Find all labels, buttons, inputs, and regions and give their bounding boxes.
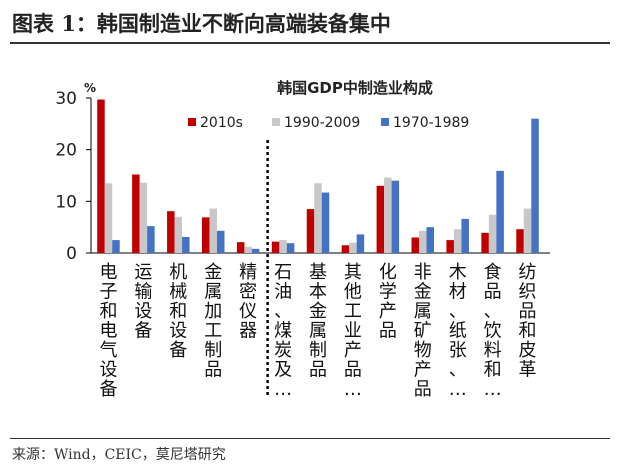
legend-swatch-2	[381, 118, 389, 126]
x-tick-label-8: 化学产品	[379, 262, 397, 342]
bar-0-11	[481, 232, 489, 253]
bar-1-1	[139, 182, 148, 253]
x-tick-label-2: 机械和设备	[169, 262, 187, 361]
bar-chart: 韩国GDP中制造业构成 % 2010s 1990-2009 1970-1989 0 1…	[55, 79, 550, 400]
y-axis-unit: %	[84, 81, 96, 95]
bar-2-11	[496, 170, 504, 253]
bar-1-12	[523, 208, 532, 253]
figure-title: 图表 1：韩国制造业不断向高端装备集中	[12, 11, 391, 36]
bar-1-8	[384, 177, 392, 253]
bar-2-5	[286, 243, 295, 253]
bar-2-12	[531, 118, 539, 254]
source-note: 来源：Wind，CEIC，莫尼塔研究	[12, 447, 226, 463]
legend-label-0: 2010s	[200, 115, 243, 131]
bar-2-4	[251, 248, 260, 253]
bar-1-5	[279, 240, 287, 253]
bar-0-10	[446, 240, 454, 253]
legend-swatch-1	[272, 118, 280, 126]
bar-0-5	[271, 241, 280, 253]
bar-0-3	[201, 217, 210, 253]
y-tick-label-2: 20	[55, 141, 77, 161]
legend-label-2: 1970-1989	[393, 115, 469, 131]
legend: 2010s 1990-2009 1970-1989	[188, 115, 469, 131]
bar-1-4	[244, 246, 252, 253]
bar-1-0	[104, 183, 113, 253]
bar-0-8	[376, 185, 385, 253]
bar-1-3	[209, 208, 217, 253]
bars	[97, 99, 539, 254]
x-tick-label-5: 石油、煤炭及…	[274, 262, 292, 400]
bar-2-0	[112, 240, 120, 253]
bar-0-6	[306, 209, 315, 253]
bar-0-0	[97, 99, 105, 253]
legend-swatch-0	[188, 118, 196, 126]
chart-title: 韩国GDP中制造业构成	[277, 79, 433, 97]
bar-2-7	[356, 234, 365, 253]
x-tick-label-1: 运输设备	[134, 262, 152, 342]
bar-2-9	[426, 227, 435, 253]
x-tick-label-4: 精密仪器	[239, 262, 257, 342]
bar-1-7	[349, 242, 357, 253]
legend-label-1: 1990-2009	[284, 115, 360, 131]
bar-1-10	[453, 229, 462, 253]
bar-0-4	[236, 242, 245, 253]
bar-2-3	[216, 230, 225, 253]
bar-0-12	[516, 229, 524, 253]
x-tick-label-11: 食品、饮料和…	[484, 262, 502, 400]
bar-2-1	[147, 226, 155, 253]
bar-2-10	[461, 218, 469, 253]
bar-2-8	[391, 180, 400, 253]
x-tick-label-3: 金属加工制品	[204, 262, 222, 381]
bar-0-1	[132, 174, 140, 253]
x-tick-label-10: 木材、纸张、…	[449, 262, 467, 400]
y-tick-label-3: 30	[55, 89, 77, 109]
bar-0-2	[167, 211, 175, 253]
bar-0-9	[411, 237, 420, 253]
bar-2-6	[321, 192, 330, 253]
bar-1-6	[314, 183, 322, 253]
bar-1-2	[174, 216, 183, 253]
x-tick-label-9: 非金属矿物产品	[414, 262, 432, 400]
source-rule	[10, 438, 610, 439]
x-tick-label-7: 其他工业产品…	[344, 262, 362, 400]
y-tick-label-0: 0	[66, 244, 77, 264]
y-tick-label-1: 10	[55, 192, 77, 212]
x-tick-label-12: 纺织品和皮革	[519, 262, 537, 381]
x-tick-label-0: 电子和电气设备	[99, 262, 117, 400]
bar-1-9	[419, 230, 427, 253]
bar-0-7	[341, 245, 350, 253]
title-rule	[10, 42, 610, 44]
bar-2-2	[182, 236, 190, 253]
bar-1-11	[488, 214, 497, 253]
x-tick-label-6: 基本金属制品	[309, 262, 327, 381]
